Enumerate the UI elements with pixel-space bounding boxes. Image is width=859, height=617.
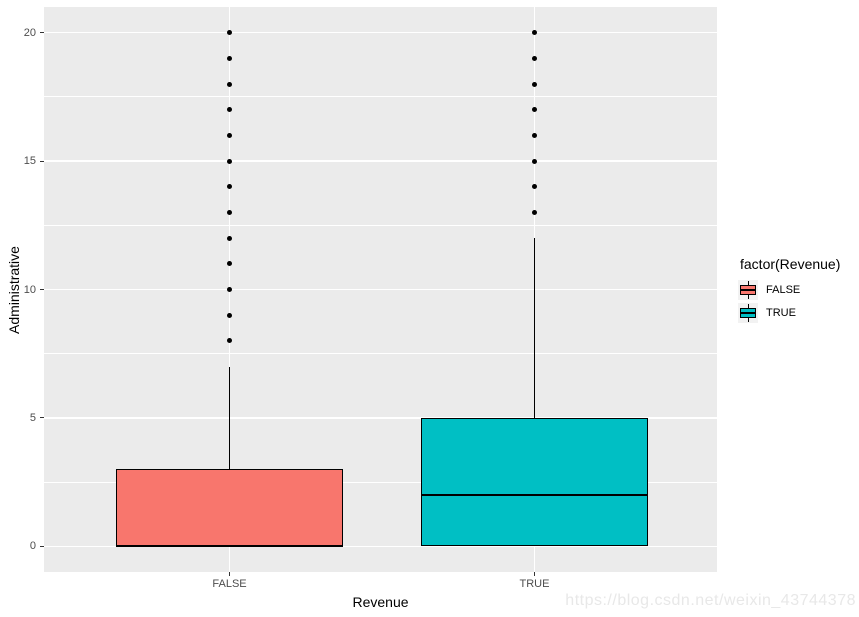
gridline-major [44, 31, 717, 34]
x-tick-mark [534, 572, 535, 576]
upper-whisker [229, 366, 230, 470]
box-true [420, 417, 649, 547]
outlier-point [227, 158, 232, 164]
key-median [740, 312, 756, 314]
box-false [115, 469, 344, 547]
y-tick-mark [40, 289, 44, 290]
gridline-minor [44, 224, 717, 226]
watermark-text: https://blog.csdn.net/weixin_43744378 [565, 592, 856, 609]
gridline-major [44, 160, 717, 162]
outlier-point [532, 55, 537, 61]
y-tick-label: 10 [23, 283, 36, 296]
y-tick-label: 15 [23, 155, 36, 168]
median-line [420, 494, 649, 496]
gridline-major [44, 545, 717, 548]
legend-title: factor(Revenue) [740, 256, 841, 272]
y-tick-label: 20 [23, 26, 36, 39]
legend-entry-false: FALSE [738, 280, 840, 300]
boxplot-key-icon [738, 303, 758, 323]
outlier-point [532, 30, 537, 36]
outlier-point [532, 210, 537, 215]
outlier-point [227, 312, 232, 318]
outlier-point [227, 55, 232, 61]
y-tick-mark [40, 545, 44, 547]
gridline-minor [44, 96, 717, 98]
outlier-point [227, 81, 232, 87]
outlier-point [227, 132, 232, 138]
outlier-point [532, 132, 537, 138]
gridline-minor [44, 353, 717, 355]
gridline-minor [44, 481, 717, 483]
outlier-point [532, 158, 537, 164]
x-tick-mark [229, 572, 230, 576]
outlier-point [227, 210, 232, 215]
x-axis-title: Revenue [352, 594, 409, 610]
outlier-point [227, 261, 232, 267]
gridline-major [44, 417, 717, 419]
y-tick-mark [40, 32, 44, 34]
legend-entry-true: TRUE [738, 303, 840, 323]
key-upper-whisker [747, 304, 749, 308]
x-tick-label: FALSE [212, 578, 247, 590]
outlier-point [227, 338, 232, 344]
key-lower-whisker [747, 295, 749, 299]
outlier-point [227, 287, 232, 292]
outlier-point [532, 107, 537, 113]
key-lower-whisker [747, 318, 749, 322]
outlier-point [227, 107, 232, 113]
x-tick-label: TRUE [519, 578, 550, 590]
outlier-point [227, 235, 232, 241]
outlier-point [532, 81, 537, 87]
outlier-point [227, 184, 232, 190]
y-tick-label: 0 [29, 540, 36, 553]
legend-label: TRUE [766, 307, 796, 319]
y-tick-label: 5 [29, 411, 36, 424]
gridline-major [44, 288, 717, 291]
y-tick-mark [40, 160, 44, 162]
legend-label: FALSE [766, 284, 801, 296]
outlier-point [227, 30, 232, 36]
upper-whisker [534, 238, 535, 418]
boxplot-key-icon [738, 280, 758, 300]
key-median [740, 289, 756, 291]
key-upper-whisker [747, 281, 749, 285]
median-line [115, 545, 344, 548]
legend: factor(Revenue) FALSE TRUE [738, 256, 840, 326]
outlier-point [532, 184, 537, 190]
y-tick-mark [40, 417, 44, 419]
